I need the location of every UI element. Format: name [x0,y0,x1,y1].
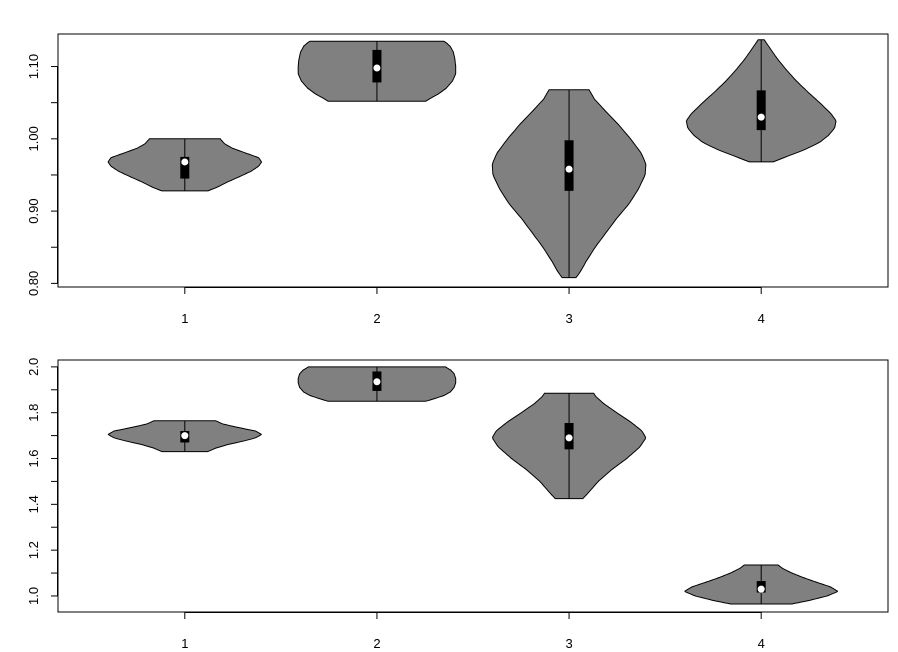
x-tick-label: 3 [565,636,572,651]
y-axis: 0.80 0.90 1.00 1.10 [26,54,58,296]
violin-median-point [565,165,573,173]
panel-top: 0.80 0.90 1.00 1.10 1 2 3 4 [26,33,889,326]
plot-frame [57,359,889,613]
y-axis: 1.0 1.2 1.4 1.6 1.8 2.0 [26,358,58,605]
y-tick-label: 1.8 [26,404,41,422]
violin-median-point [373,378,381,386]
y-tick-label: 1.00 [26,126,41,151]
plot-frame [57,33,889,288]
x-tick-label: 4 [758,636,765,651]
x-tick-label: 2 [373,311,380,326]
violin-group [107,39,837,279]
violin-median-point [373,64,381,72]
x-tick-label: 1 [181,636,188,651]
violin-box [756,90,766,131]
x-tick-label: 2 [373,636,380,651]
x-tick-label: 3 [565,311,572,326]
y-tick-label: 1.2 [26,541,41,559]
y-tick-label: 1.4 [26,495,41,513]
violin-median-point [757,113,765,121]
y-tick-label: 0.80 [26,271,41,296]
x-axis: 1 2 3 4 [181,287,765,326]
violin-box [180,156,190,179]
y-tick-label: 1.0 [26,587,41,605]
violin-median-point [565,434,573,442]
y-tick-label: 1.10 [26,54,41,79]
y-tick-label: 2.0 [26,358,41,376]
x-axis: 1 2 3 4 [181,612,765,651]
violin-group [107,366,838,605]
y-tick-label: 1.6 [26,449,41,467]
y-tick-label: 0.90 [26,198,41,223]
violin-median-point [181,432,189,440]
x-tick-label: 1 [181,311,188,326]
violin-median-point [181,158,189,166]
x-tick-label: 4 [758,311,765,326]
violin-box [564,140,574,191]
violin-median-point [757,585,765,593]
panel-bottom: 1.0 1.2 1.4 1.6 1.8 2.0 1 2 3 4 [26,358,889,651]
